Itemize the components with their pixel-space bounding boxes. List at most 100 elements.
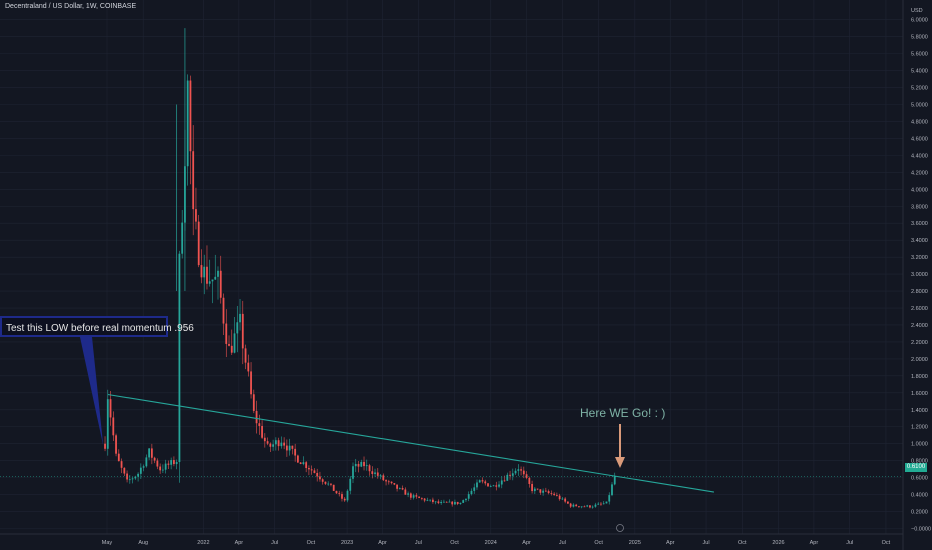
candle-body — [465, 498, 467, 501]
candle-body — [586, 505, 589, 507]
price-axis[interactable]: 6.0000 5.8000 5.6000 5.4000 5.2000 5.0000 4.80… — [911, 8, 931, 533]
candle-body — [393, 483, 396, 485]
x-tick-label: 2023 — [341, 540, 353, 546]
y-tick-label: 1.4000 — [911, 408, 928, 414]
candle-body — [434, 501, 437, 503]
candle-body — [269, 443, 272, 447]
chart-grid — [0, 0, 904, 550]
candle-body — [478, 480, 481, 483]
candle-body — [123, 467, 126, 474]
callout-annotation[interactable]: Test this LOW before real momentum .956 — [0, 316, 194, 337]
candle-body — [580, 506, 583, 508]
y-tick-label: 5.2000 — [911, 86, 928, 92]
y-tick-label: 0.8000 — [911, 459, 928, 465]
candle-body — [159, 466, 162, 471]
candle-body — [470, 490, 473, 495]
candle-body — [120, 461, 123, 468]
candle-body — [302, 462, 305, 465]
candle-body — [156, 460, 159, 467]
candle-body — [178, 253, 181, 463]
x-tick-label: Jul — [559, 540, 566, 546]
candle-body — [324, 481, 327, 484]
candle-body — [145, 457, 148, 467]
candle-body — [236, 322, 239, 334]
candle-body — [352, 466, 354, 479]
candle-body — [611, 484, 613, 496]
candle-body — [214, 276, 217, 280]
candle-body — [112, 417, 115, 436]
event-marker-icon[interactable] — [616, 524, 624, 532]
x-tick-label: Apr — [810, 540, 819, 546]
candle-body — [181, 222, 184, 254]
candle-body — [602, 503, 605, 505]
candle-body — [387, 481, 390, 483]
candle-body — [197, 221, 200, 266]
candle-body — [542, 490, 545, 493]
candle-body — [137, 473, 139, 477]
candle-body — [346, 490, 349, 501]
candle-body — [398, 488, 401, 489]
candle-body — [222, 297, 225, 324]
candle-body — [459, 502, 462, 504]
candle-body — [379, 475, 382, 477]
candle-body — [294, 448, 297, 456]
x-tick-label: Apr — [522, 540, 531, 546]
y-tick-label: 3.4000 — [911, 238, 928, 244]
x-tick-label: 2025 — [629, 540, 641, 546]
y-tick-label: 4.8000 — [911, 119, 928, 125]
candle-body — [261, 425, 263, 438]
candle-body — [443, 501, 445, 503]
candle-body — [567, 501, 569, 504]
candle-body — [308, 468, 310, 470]
candle-body — [280, 442, 283, 447]
candle-body — [247, 362, 250, 372]
currency-label: USD — [911, 8, 923, 14]
x-tick-label: Apr — [235, 540, 244, 546]
y-tick-label: 0.6000 — [911, 476, 928, 482]
trendline-layer — [107, 393, 715, 493]
x-tick-label: Oct — [738, 540, 747, 546]
candle-body — [255, 410, 258, 424]
candle-body — [131, 478, 134, 480]
time-axis[interactable]: May Aug 2022 Apr Jul Oct 2023 Apr Jul Oct 2024 Apr J… — [102, 540, 891, 546]
candle-body — [396, 484, 398, 489]
candle-body — [564, 498, 567, 502]
y-tick-label: 2.0000 — [911, 357, 928, 363]
candle-body — [365, 465, 368, 467]
here-we-go-annotation[interactable]: Here WE Go! : ) — [580, 406, 666, 420]
candle-body — [462, 500, 465, 503]
trendline[interactable] — [107, 393, 715, 493]
candle-body — [239, 313, 241, 323]
y-tick-label: 2.4000 — [911, 323, 928, 329]
candle-body — [164, 463, 167, 470]
candle-body — [195, 209, 197, 222]
candle-body — [569, 503, 572, 507]
candle-body — [500, 480, 503, 485]
candle-body — [522, 470, 525, 475]
y-tick-label: 2.2000 — [911, 340, 928, 346]
candle-body — [550, 493, 553, 494]
candle-body — [445, 501, 448, 503]
candle-body — [244, 348, 247, 363]
candle-body — [252, 394, 255, 411]
candle-body — [476, 482, 478, 488]
candle-body — [487, 483, 489, 487]
candle-body — [173, 460, 175, 465]
candle-body — [228, 343, 230, 346]
candle-body — [241, 313, 244, 349]
candle-body — [454, 501, 456, 505]
candle-body — [368, 465, 371, 472]
candle-body — [299, 462, 302, 465]
candle-body — [175, 462, 178, 465]
x-tick-label: Jul — [415, 540, 422, 546]
candle-body — [233, 333, 236, 353]
candle-body — [533, 488, 536, 492]
candle-body — [555, 495, 558, 496]
candle-body — [161, 469, 164, 471]
candle-body — [266, 441, 269, 444]
candle-body — [219, 270, 222, 298]
candle-body — [506, 474, 509, 481]
candle-body — [360, 461, 363, 467]
